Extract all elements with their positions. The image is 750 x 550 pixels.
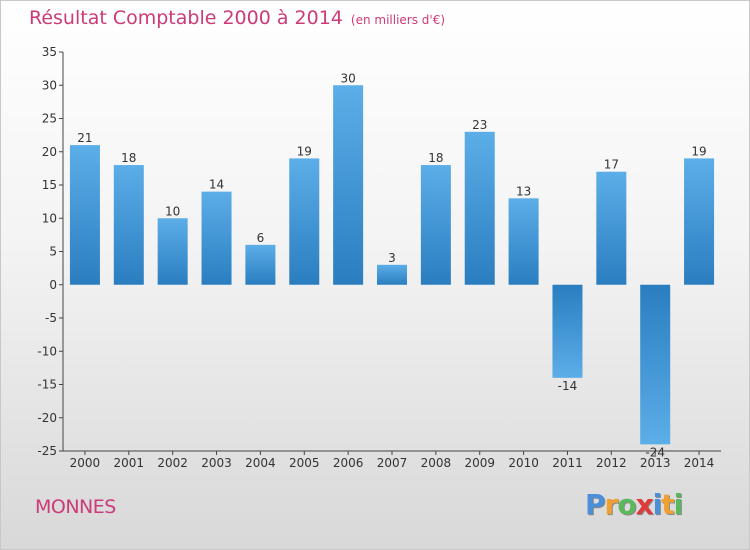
- y-tick-label: 30: [42, 78, 57, 92]
- data-label: 13: [516, 184, 531, 198]
- bar-2003[interactable]: [201, 191, 232, 285]
- x-tick-label: 2005: [289, 456, 320, 470]
- bar-2012[interactable]: [596, 171, 627, 285]
- chart-title: Résultat Comptable 2000 à 2014 (en millie…: [29, 7, 445, 29]
- data-label: 18: [121, 151, 136, 165]
- data-label: 19: [297, 144, 312, 158]
- data-label: 3: [388, 251, 396, 265]
- y-tick-label: -25: [37, 444, 57, 458]
- y-tick-label: -5: [45, 311, 57, 325]
- data-label: 17: [604, 158, 619, 172]
- data-label: -14: [558, 379, 578, 393]
- bar-2013[interactable]: [640, 284, 671, 445]
- x-tick-label: 2001: [114, 456, 145, 470]
- data-label: 21: [77, 131, 92, 145]
- x-tick-label: 2008: [421, 456, 452, 470]
- data-label: 18: [428, 151, 443, 165]
- x-tick-label: 2010: [508, 456, 539, 470]
- y-tick-label: 10: [42, 211, 57, 225]
- x-tick-label: 2014: [684, 456, 715, 470]
- y-tick-label: 25: [42, 112, 57, 126]
- y-tick-label: 0: [49, 278, 57, 292]
- x-tick-label: 2002: [157, 456, 188, 470]
- bar-2001[interactable]: [113, 165, 144, 285]
- x-tick-label: 2003: [201, 456, 232, 470]
- data-label: 23: [472, 118, 487, 132]
- data-label: 30: [340, 71, 355, 85]
- x-tick-label: 2000: [70, 456, 101, 470]
- proxiti-logo[interactable]: Proxiti: [585, 488, 684, 521]
- y-tick-label: 20: [42, 145, 57, 159]
- x-tick-label: 2013: [640, 456, 671, 470]
- bar-2006[interactable]: [333, 85, 364, 285]
- bar-2008[interactable]: [420, 165, 451, 285]
- x-tick-label: 2012: [596, 456, 627, 470]
- bar-2000[interactable]: [69, 145, 100, 285]
- x-tick-label: 2009: [464, 456, 495, 470]
- y-tick-label: -15: [37, 378, 57, 392]
- y-tick-label: 5: [49, 245, 57, 259]
- y-tick-label: 35: [42, 45, 57, 59]
- y-tick-label: -10: [37, 344, 57, 358]
- x-tick-label: 2006: [333, 456, 364, 470]
- data-label: 19: [691, 144, 706, 158]
- bar-2010[interactable]: [508, 198, 539, 285]
- x-tick-label: 2011: [552, 456, 583, 470]
- data-label: -24: [645, 445, 665, 459]
- bar-2005[interactable]: [289, 158, 320, 285]
- logo-letter: i: [673, 488, 684, 521]
- bar-2004[interactable]: [245, 244, 276, 285]
- logo-letter: P: [585, 488, 606, 521]
- data-label: 10: [165, 204, 180, 218]
- bar-2002[interactable]: [157, 218, 188, 285]
- data-label: 14: [209, 178, 224, 192]
- y-tick-label: 15: [42, 178, 57, 192]
- bar-2014[interactable]: [684, 158, 715, 285]
- logo-letter: t: [661, 488, 674, 521]
- logo-letter: o: [617, 488, 636, 521]
- x-tick-label: 2004: [245, 456, 276, 470]
- logo-letter: i: [652, 488, 663, 521]
- y-tick-label: -20: [37, 411, 57, 425]
- bar-2007[interactable]: [377, 264, 407, 285]
- chart-title-text: Résultat Comptable 2000 à 2014: [29, 7, 343, 29]
- bar-2011[interactable]: [552, 284, 583, 378]
- chart-subtitle: (en milliers d'€): [350, 13, 446, 27]
- x-tick-label: 2007: [377, 456, 408, 470]
- logo-letter: x: [635, 488, 654, 521]
- data-label: 6: [257, 231, 265, 245]
- city-name: MONNES: [35, 496, 116, 518]
- bar-2009[interactable]: [464, 131, 495, 285]
- logo-letter: r: [604, 488, 619, 521]
